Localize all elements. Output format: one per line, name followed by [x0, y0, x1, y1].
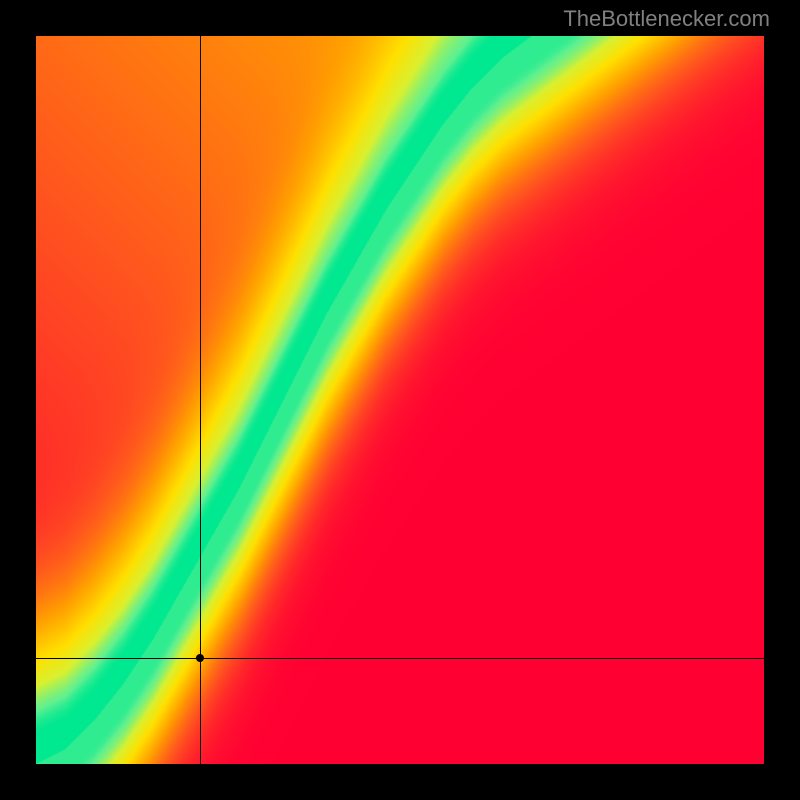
attribution-text: TheBottlenecker.com — [563, 6, 770, 32]
marker-point — [196, 654, 204, 662]
heatmap-canvas — [36, 36, 764, 764]
crosshair-horizontal — [36, 658, 764, 659]
heatmap-plot — [36, 36, 764, 764]
